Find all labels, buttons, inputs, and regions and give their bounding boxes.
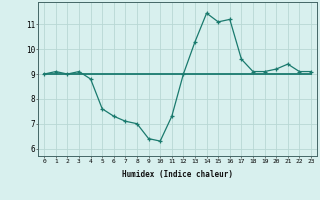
X-axis label: Humidex (Indice chaleur): Humidex (Indice chaleur) — [122, 170, 233, 179]
